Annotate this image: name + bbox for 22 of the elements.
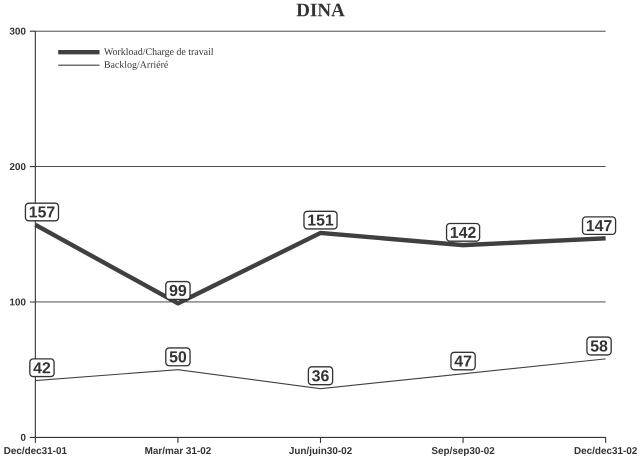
- data-label: 58: [590, 340, 608, 352]
- data-label: 42: [33, 362, 50, 374]
- data-label: 151: [308, 214, 334, 226]
- chart-title: DINA: [296, 4, 345, 16]
- data-label: 47: [454, 356, 472, 367]
- y-tick-label: 300: [10, 28, 26, 35]
- data-label: 142: [450, 226, 476, 238]
- data-label: 99: [170, 285, 186, 296]
- data-label: 157: [30, 206, 54, 218]
- x-tick-label: Jun/juin30-02: [288, 446, 352, 456]
- x-tick-label: Sep/sep30-02: [432, 446, 494, 456]
- y-tick-label: 100: [10, 298, 26, 306]
- x-tick-label: Mar/mar 31-02: [145, 446, 211, 454]
- data-label: 36: [312, 370, 329, 382]
- y-tick-label: 0: [20, 434, 26, 442]
- legend-label: Backlog/Arriéré: [104, 61, 168, 70]
- y-tick-label: 200: [10, 163, 26, 170]
- data-label: 50: [170, 351, 186, 363]
- legend-label: Workload/Charge de travail: [104, 48, 214, 58]
- data-label: 147: [586, 220, 612, 232]
- x-tick-label: Dec/dec31-02: [574, 446, 637, 454]
- x-tick-label: Dec/dec31-01: [4, 446, 67, 454]
